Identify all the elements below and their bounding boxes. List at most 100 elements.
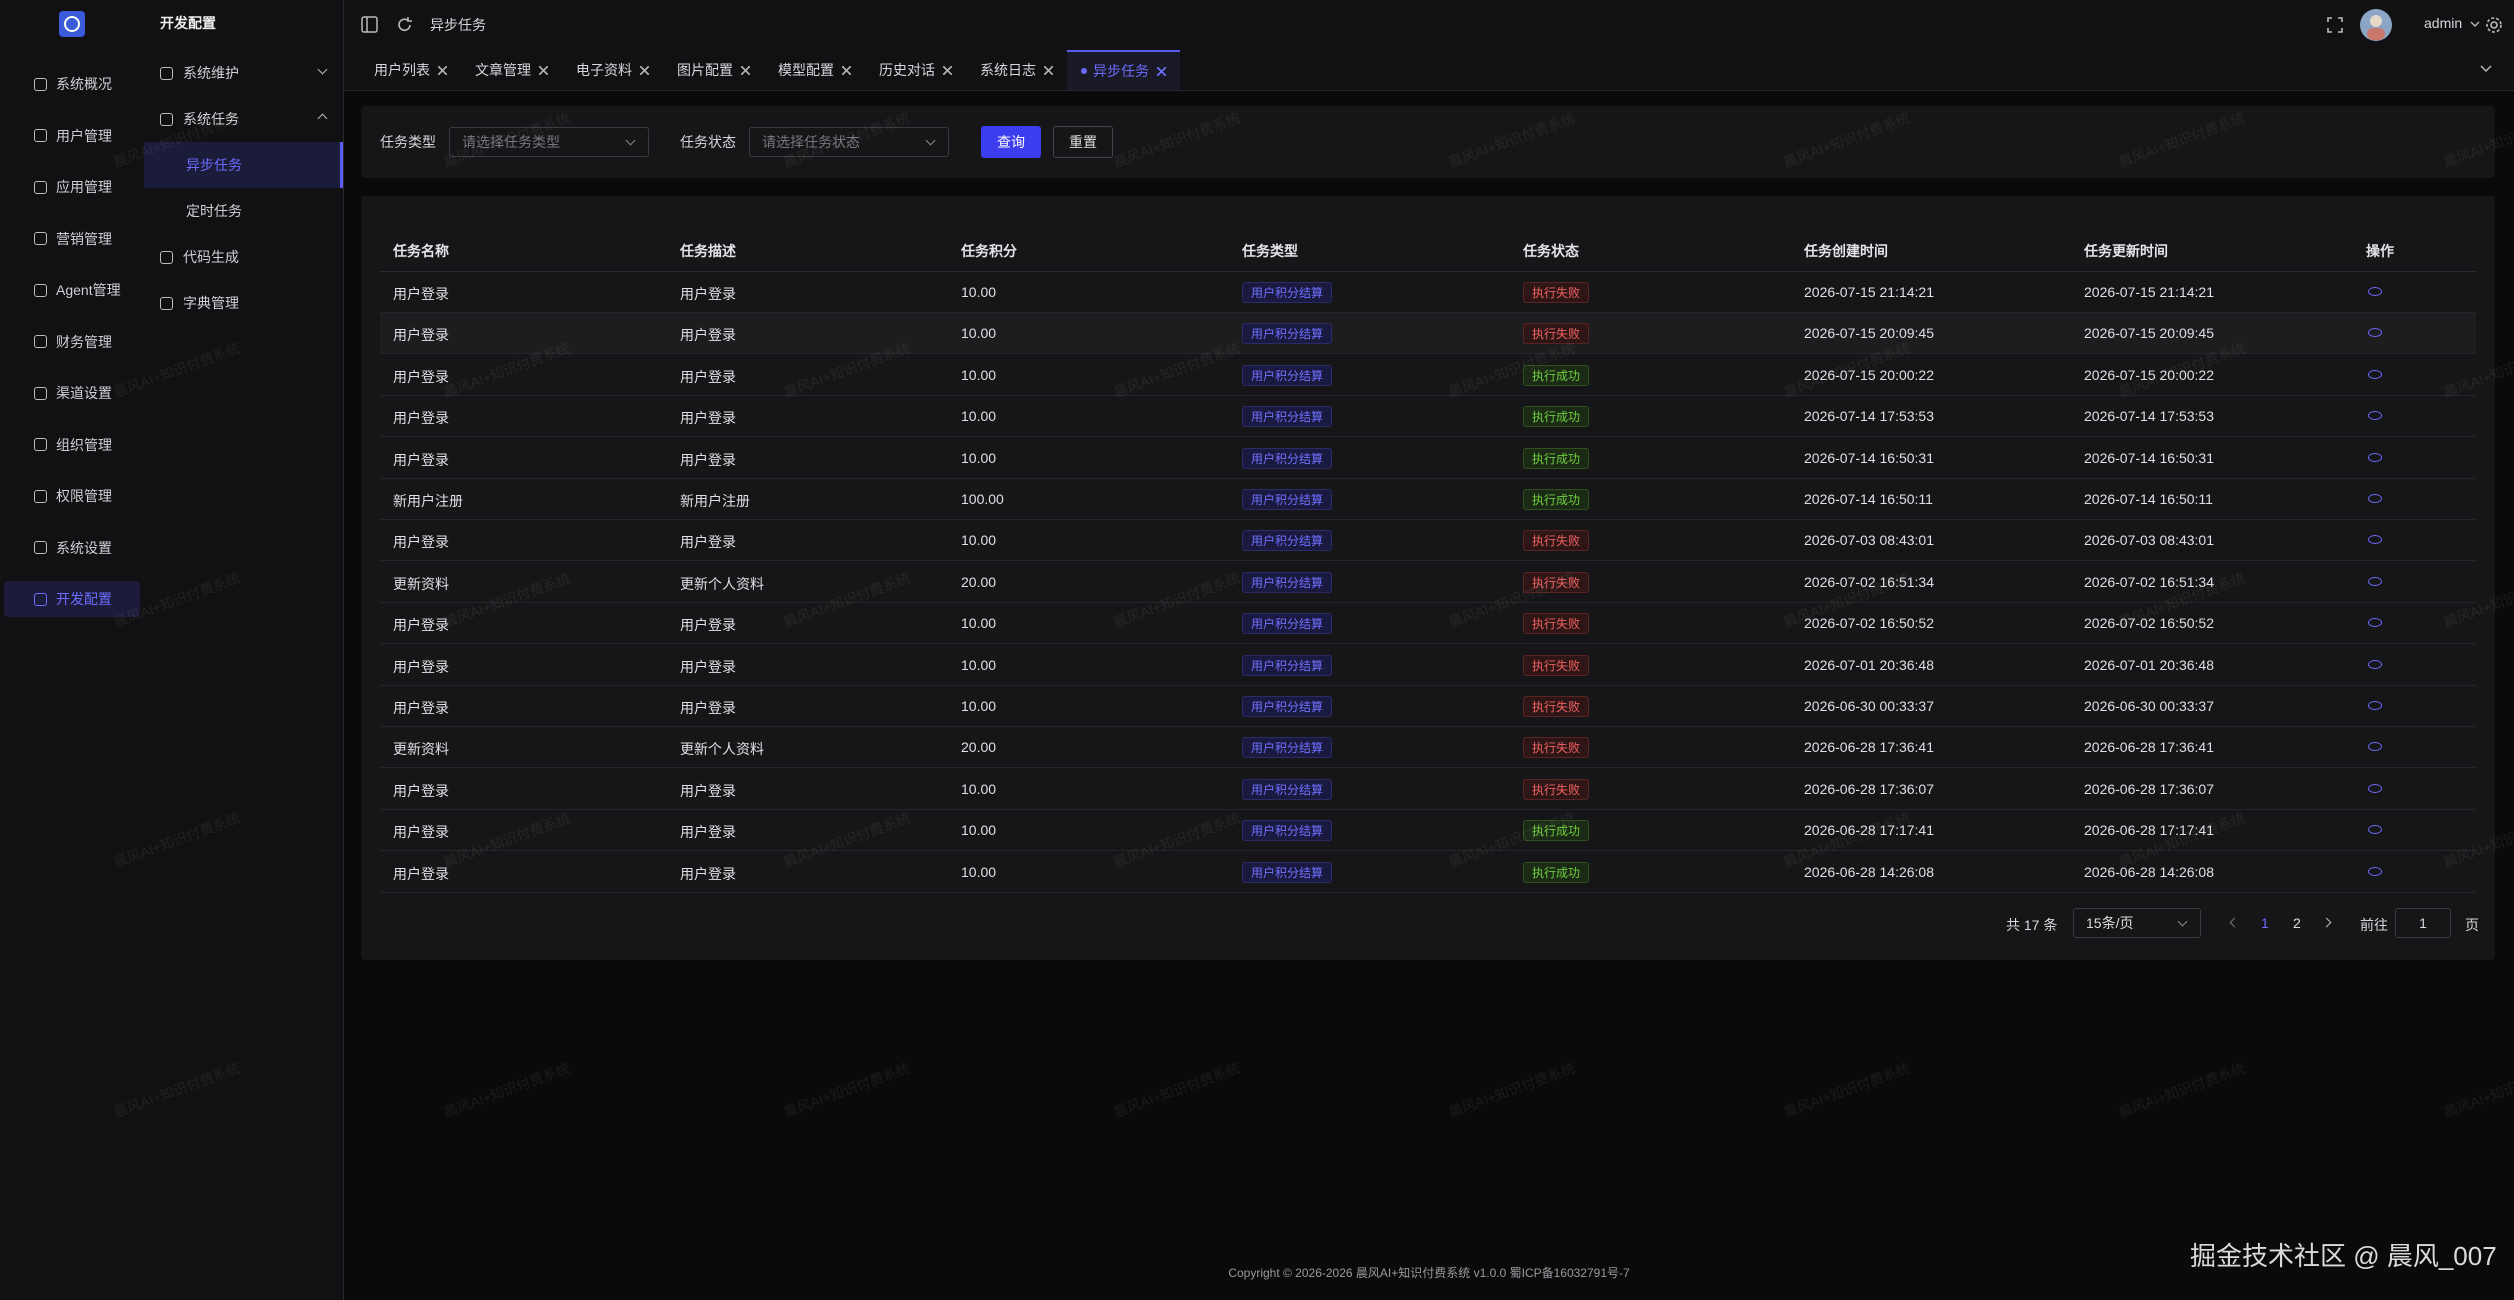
table-row[interactable] [380, 438, 2476, 479]
table-row[interactable] [380, 313, 2476, 355]
nav-item[interactable]: 权限管理 [4, 478, 140, 514]
view-action[interactable] [2368, 328, 2382, 338]
table-row[interactable] [380, 769, 2476, 810]
submenu-child[interactable]: 异步任务 [144, 142, 343, 188]
tab[interactable]: 用户列表 [360, 50, 461, 90]
table-row[interactable] [380, 686, 2476, 727]
nav-item[interactable]: 应用管理 [4, 169, 140, 205]
column-header: 任务更新时间 [2084, 243, 2168, 259]
table-row[interactable] [380, 810, 2476, 852]
tab-close[interactable] [640, 65, 649, 75]
collapse-icon[interactable] [361, 16, 379, 34]
view-action[interactable] [2368, 494, 2382, 503]
table-row[interactable] [380, 520, 2476, 562]
tab-close[interactable] [1157, 66, 1166, 76]
table-row[interactable] [380, 562, 2476, 603]
user-name[interactable]: admin [2424, 15, 2463, 31]
cell: 2026-07-03 08:43:01 [2084, 532, 2214, 549]
nav-item[interactable]: 开发配置 [4, 581, 140, 617]
view-action[interactable] [2368, 618, 2382, 628]
nav-item[interactable]: 系统概况 [4, 66, 140, 102]
filter-select[interactable]: 请选择任务类型 [449, 127, 649, 157]
table-row[interactable] [380, 479, 2476, 520]
tab[interactable]: 图片配置 [663, 50, 764, 90]
filter-select[interactable]: 请选择任务状态 [749, 127, 949, 157]
settings-icon[interactable] [2485, 16, 2503, 34]
view-action[interactable] [2368, 411, 2382, 421]
tab-close[interactable] [539, 65, 548, 75]
cell: 10.00 [961, 822, 997, 839]
tab[interactable]: 异步任务 [1067, 50, 1180, 90]
nav-label: 系统概况 [56, 76, 112, 92]
view-action[interactable] [2368, 576, 2382, 586]
cell: 用户登录 [680, 451, 736, 468]
nav-label: 权限管理 [56, 488, 112, 504]
tab-close[interactable] [741, 65, 750, 75]
reset-button[interactable]: 重置 [1053, 126, 1113, 158]
cell: 2026-07-14 16:50:31 [2084, 449, 2214, 466]
type-tag: 用户积分结算 [1242, 530, 1333, 552]
placeholder: 请选择任务状态 [762, 134, 860, 150]
search-button[interactable]: 查询 [981, 126, 1041, 158]
tab-close[interactable] [1044, 65, 1053, 75]
status-tag: 执行失败 [1523, 778, 1590, 800]
next-page[interactable] [2321, 917, 2332, 928]
tab[interactable]: 电子资料 [562, 50, 663, 90]
nav-item[interactable]: 系统设置 [4, 530, 140, 566]
page-size-select[interactable]: 15条/页 [2073, 908, 2201, 938]
footer: Copyright © 2026-2026 晨风AI+知识付费系统 v1.0.0… [1228, 1266, 1630, 1280]
submenu-item[interactable]: 字典管理 [160, 288, 330, 318]
view-action[interactable] [2368, 287, 2382, 296]
fullscreen-icon[interactable] [2326, 16, 2344, 34]
table-row[interactable] [380, 852, 2476, 893]
page-number[interactable]: 1 [2261, 915, 2269, 931]
tab[interactable]: 历史对话 [865, 50, 966, 90]
view-action[interactable] [2368, 825, 2382, 835]
nav-item[interactable]: Agent管理 [4, 272, 140, 308]
nav-item[interactable]: 组织管理 [4, 427, 140, 463]
view-action[interactable] [2368, 659, 2382, 669]
avatar[interactable] [2359, 8, 2393, 42]
prev-page[interactable] [2229, 917, 2240, 928]
cell: 用户登录 [393, 327, 449, 344]
table-row[interactable] [380, 396, 2476, 438]
view-action[interactable] [2368, 742, 2382, 752]
tab[interactable]: 文章管理 [461, 50, 562, 90]
table-row[interactable] [380, 727, 2476, 769]
tab[interactable]: 模型配置 [764, 50, 865, 90]
table-row[interactable] [380, 272, 2476, 313]
view-action[interactable] [2368, 783, 2382, 793]
submenu-icon [160, 66, 173, 80]
view-action[interactable] [2368, 452, 2382, 462]
tabs-menu-icon[interactable] [2479, 64, 2493, 74]
tab-close[interactable] [842, 65, 851, 75]
submenu-item[interactable]: 系统维护 [160, 58, 330, 88]
cell: 用户登录 [393, 700, 449, 716]
table-row[interactable] [380, 355, 2476, 396]
nav-item[interactable]: 营销管理 [4, 221, 140, 257]
tab-list: 用户列表 文章管理 电子资料 图片配置 模型配置 历史对话 系统日志 异步任务 [360, 50, 1180, 90]
submenu-child[interactable]: 定时任务 [186, 203, 242, 219]
page-number[interactable]: 2 [2293, 915, 2301, 931]
view-action[interactable] [2368, 369, 2382, 379]
filter-label: 任务类型 [380, 134, 436, 150]
tab-close[interactable] [438, 65, 447, 75]
submenu-item[interactable]: 代码生成 [160, 242, 330, 272]
tab-close[interactable] [943, 65, 952, 75]
nav-item[interactable]: 财务管理 [4, 324, 140, 360]
cell: 更新资料 [393, 575, 449, 592]
view-action[interactable] [2368, 701, 2382, 710]
cell: 2026-06-28 17:36:07 [2084, 780, 2214, 797]
view-action[interactable] [2368, 535, 2382, 545]
submenu-item[interactable]: 系统任务 [160, 104, 330, 134]
nav-item[interactable]: 渠道设置 [4, 375, 140, 411]
type-tag: 用户积分结算 [1242, 406, 1333, 428]
table-row[interactable] [380, 645, 2476, 686]
cell: 2026-07-14 16:50:31 [1804, 449, 1934, 466]
table-row[interactable] [380, 603, 2476, 645]
view-action[interactable] [2368, 866, 2382, 876]
nav-item[interactable]: 用户管理 [4, 118, 140, 154]
tab[interactable]: 系统日志 [966, 50, 1067, 90]
refresh-icon[interactable] [396, 16, 414, 34]
goto-input[interactable]: 1 [2395, 908, 2451, 938]
